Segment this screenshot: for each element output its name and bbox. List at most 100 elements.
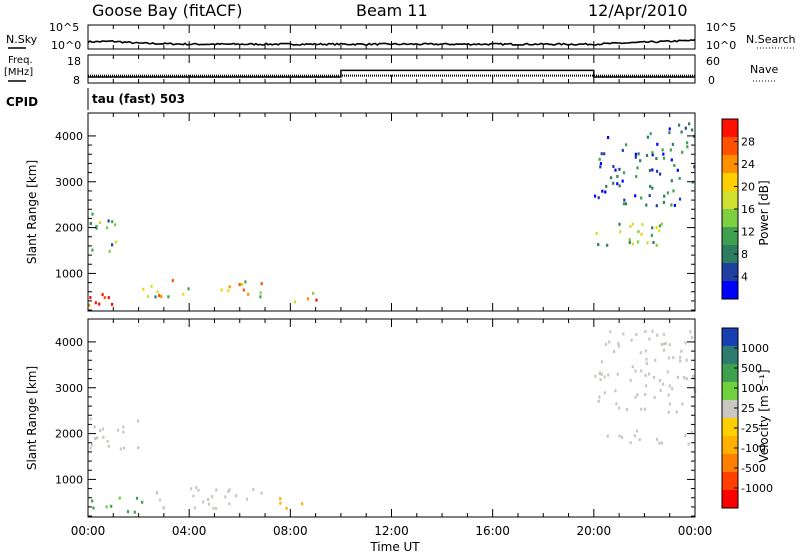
y-tick-label: 1000 [55, 473, 83, 486]
heatmap-cell [215, 506, 218, 510]
heatmap-cell [167, 295, 170, 299]
heatmap-cell [671, 142, 674, 146]
heatmap-cell [634, 152, 637, 156]
heatmap-cell [89, 446, 92, 450]
heatmap-cell [162, 506, 165, 510]
heatmap-cell [656, 169, 659, 173]
colorbar-tick: 28 [741, 136, 755, 149]
heatmap-cell [608, 340, 611, 344]
heatmap-cell [668, 127, 671, 131]
heatmap-cell [676, 168, 679, 172]
heatmap-cell [612, 165, 615, 168]
heatmap-cell [631, 242, 634, 246]
heatmap-cell [594, 374, 597, 378]
colorbar-swatch [722, 263, 738, 281]
heatmap-cell [247, 292, 250, 296]
heatmap-cell [640, 196, 643, 200]
heatmap-cell [133, 510, 136, 514]
power-colorbar: 28 24 20 16 12 8 4 [721, 118, 755, 300]
heatmap-cell [111, 302, 114, 306]
heatmap-cell [107, 219, 110, 223]
heatmap-cell [640, 232, 643, 236]
heatmap-cell [207, 498, 210, 501]
heatmap-cell [92, 506, 95, 510]
colorbar-swatch [722, 245, 738, 263]
heatmap-cell [108, 249, 111, 253]
heatmap-cell [614, 168, 617, 172]
heatmap-cell [672, 356, 675, 360]
freq-label-1: Freq. [8, 55, 33, 66]
heatmap-cell [156, 290, 159, 294]
heatmap-cell [96, 436, 99, 440]
heatmap-cell [598, 395, 601, 399]
time-axis: 00:00 04:00 08:00 12:00 16:00 20:00 00:00 [71, 25, 712, 538]
heatmap-cell [659, 172, 662, 176]
colorbar-swatch [722, 227, 738, 245]
colorbar-tick: -1000 [741, 482, 773, 495]
heatmap-cell [158, 498, 162, 502]
heatmap-cell [613, 350, 616, 354]
velocity-panel: 4000 3000 2000 1000 Slant Range [km] 1000 50… [25, 318, 773, 518]
cpid-label: CPID [6, 95, 38, 109]
heatmap-cell [122, 425, 125, 429]
heatmap-cell [91, 443, 94, 446]
heatmap-cell [99, 429, 102, 433]
x-tick-label: 16:00 [475, 524, 510, 538]
heatmap-cell [595, 232, 598, 235]
heatmap-cell [618, 167, 621, 171]
freq-tick-top: 18 [67, 55, 81, 68]
heatmap-cell [103, 296, 106, 300]
colorbar-swatch [722, 346, 738, 364]
heatmap-cell [644, 373, 647, 377]
heatmap-cell [661, 148, 664, 152]
heatmap-cell [662, 156, 666, 160]
heatmap-cell [618, 222, 621, 226]
heatmap-cell [260, 282, 263, 286]
heatmap-cell [259, 295, 262, 299]
heatmap-cell [102, 427, 105, 431]
heatmap-cell [228, 488, 231, 492]
colorbar-swatch [722, 364, 738, 382]
heatmap-cell [95, 226, 98, 230]
heatmap-cell [597, 399, 600, 403]
heatmap-cell [651, 151, 654, 155]
heatmap-cell [111, 220, 114, 224]
heatmap-cell [107, 444, 110, 448]
heatmap-cell [692, 374, 695, 378]
colorbar-tick: 500 [741, 362, 762, 375]
heatmap-cell [676, 375, 679, 379]
heatmap-cell [670, 179, 673, 183]
heatmap-cell [671, 387, 674, 391]
beam-title: Beam 11 [356, 1, 428, 20]
y-tick-label: 4000 [55, 130, 83, 143]
noise-right-label: N.Search [746, 33, 796, 46]
heatmap-cell [651, 186, 654, 190]
heatmap-cell [89, 296, 92, 299]
heatmap-cell [679, 359, 682, 363]
heatmap-cell [279, 497, 282, 501]
heatmap-cell [154, 295, 157, 299]
colorbar-swatch [722, 454, 738, 472]
heatmap-cell [638, 438, 641, 442]
velocity-colorbar: 1000 500 100 25 -25 -100 -500 -1000 [721, 327, 773, 509]
heatmap-cell [279, 501, 282, 505]
y-tick-label: 2000 [55, 222, 83, 235]
heatmap-cell [655, 243, 658, 247]
heatmap-cell [617, 406, 621, 410]
heatmap-cell [667, 393, 670, 397]
heatmap-cell [660, 441, 663, 445]
heatmap-cell [603, 375, 606, 379]
heatmap-cell [629, 225, 632, 228]
heatmap-cell [639, 351, 642, 355]
heatmap-cell [652, 241, 655, 244]
heatmap-cell [634, 395, 637, 399]
heatmap-cell [659, 388, 662, 392]
colorbar-tick: 25 [741, 402, 755, 415]
heatmap-cell [215, 488, 218, 492]
colorbar-tick: 16 [741, 203, 755, 216]
heatmap-cell [648, 194, 651, 198]
heatmap-cell [599, 378, 602, 382]
heatmap-cell [658, 379, 662, 383]
heatmap-cell [628, 240, 631, 244]
heatmap-cell [686, 145, 689, 149]
